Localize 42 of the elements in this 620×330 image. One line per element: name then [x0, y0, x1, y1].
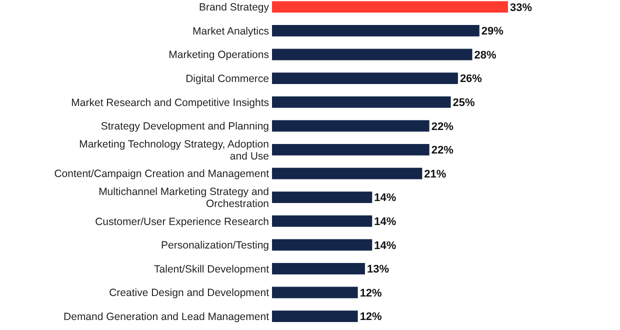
- y-tick-label: Content/Campaign Creation and Management: [54, 168, 270, 180]
- y-tick-label: Market Research and Competitive Insights: [71, 96, 269, 109]
- data-label: 28%: [474, 49, 496, 62]
- y-tick-label: Digital Commerce: [186, 72, 270, 85]
- y-tick-label: Customer/User Experience Research: [95, 216, 270, 228]
- y-tick-label: Demand Generation and Lead Management: [64, 310, 270, 323]
- y-tick-label: Marketing Technology Strategy, Adoption and Use: [79, 138, 270, 162]
- bar: [272, 168, 422, 180]
- bar: [272, 215, 372, 227]
- bar: [272, 286, 358, 298]
- bar: [272, 262, 365, 274]
- bar: [272, 96, 451, 108]
- y-tick-label: Strategy Development and Planning: [100, 120, 270, 133]
- data-label: 14%: [374, 216, 396, 228]
- bar: [272, 120, 430, 132]
- data-label: 21%: [424, 168, 446, 180]
- bar: [272, 1, 508, 13]
- data-label: 14%: [374, 192, 396, 204]
- data-label: 12%: [360, 287, 382, 300]
- y-tick-label: Market Analytics: [192, 25, 269, 38]
- data-label: 13%: [366, 264, 390, 276]
- y-tick-label: Creative Design and Development: [109, 287, 270, 300]
- bar: [272, 48, 472, 60]
- y-tick-label: Multichannel Marketing Strategy and Orchestration: [98, 186, 270, 210]
- data-label: 22%: [431, 120, 454, 133]
- bar: [272, 192, 372, 204]
- bar: [272, 144, 430, 156]
- data-label: 22%: [431, 144, 454, 157]
- data-label: 33%: [510, 2, 532, 14]
- bar: [272, 72, 458, 84]
- data-label: 29%: [481, 26, 504, 38]
- bar: [272, 24, 480, 36]
- y-tick-label: Brand Strategy: [198, 2, 270, 14]
- bar: [272, 310, 358, 322]
- data-label: 25%: [452, 96, 476, 109]
- y-tick-label: Talent/Skill Development: [154, 263, 270, 276]
- data-label: 12%: [360, 311, 382, 324]
- y-tick-label: Personalization/Testing: [161, 240, 270, 252]
- bar: [272, 239, 372, 251]
- data-label: 14%: [374, 240, 396, 252]
- y-tick-label: Marketing Operations: [168, 49, 269, 62]
- data-label: 26%: [460, 73, 482, 86]
